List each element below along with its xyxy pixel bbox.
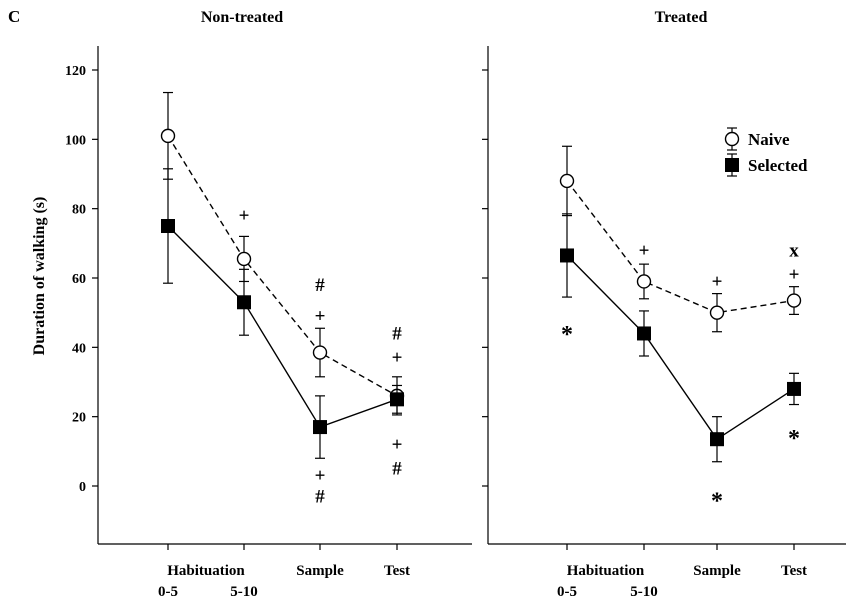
significance-mark: * [561,322,573,348]
significance-mark: + [712,271,723,292]
significance-mark: # [315,486,325,507]
x-tick-label: 0-5 [557,584,577,600]
significance-mark: # [392,459,402,480]
legend-marker-selected [725,158,739,172]
data-point-naive [786,293,802,308]
y-tick-label: 40 [72,341,86,356]
x-category-label: Habituation [167,563,245,579]
chart-title: Treated [655,9,708,26]
y-tick-label: 100 [65,133,86,148]
significance-mark: + [315,466,326,487]
significance-mark: + [392,348,403,369]
data-point-selected [390,392,404,407]
data-point-selected [710,432,724,447]
legend-marker-naive [724,131,740,147]
x-tick-label: 5-10 [630,584,658,600]
significance-mark: + [392,434,403,455]
data-point-naive [559,173,575,189]
y-tick-label: 60 [72,272,86,287]
series-line-selected [566,254,795,441]
significance-mark: # [392,323,402,344]
significance-mark: * [711,488,723,514]
x-category-label: Test [384,563,410,579]
y-tick-label: 120 [65,64,86,79]
significance-mark: + [639,240,650,261]
x-tick-label: 5-10 [230,584,258,600]
chart-title: Non-treated [201,9,283,26]
significance-mark: + [789,265,800,286]
data-point-naive [636,274,652,289]
data-point-selected [313,420,327,435]
y-tick-label: 20 [72,411,86,426]
data-point-selected [161,219,175,233]
x-category-label: Test [781,563,807,579]
x-category-label: Sample [693,563,741,579]
data-point-selected [560,248,574,263]
series-line-selected [167,225,398,428]
legend-label-selected: Selected [748,156,808,175]
legend: Naive Selected [724,127,808,177]
data-point-selected [787,381,801,396]
data-point-naive [709,305,725,320]
significance-mark: + [315,306,326,327]
x-category-label: Habituation [567,563,645,579]
y-axis-label: Duration of walking (s) [31,197,48,356]
data-point-selected [637,326,651,341]
y-tick-label: 80 [72,203,86,218]
significance-mark: x [789,240,799,261]
series-line-naive [167,135,398,397]
significance-mark: + [239,206,250,227]
panel-non-treated: Non-treated 0 20 40 60 80 100 120 Habituation 0-5… [65,9,472,600]
legend-label-naive: Naive [748,130,790,149]
x-category-label: Sample [296,563,344,579]
significance-mark: # [315,275,325,296]
data-point-naive [236,251,252,267]
y-tick-label: 0 [79,480,86,495]
series-line-naive [566,180,795,314]
data-point-selected [237,295,251,310]
panel-label: C [8,7,20,26]
significance-mark: * [788,426,800,452]
panel-treated: Treated Habituation 0-5 5-10 Sample Test + + x + *… [482,9,846,600]
data-point-naive [312,345,328,360]
data-point-naive [160,128,176,144]
x-tick-label: 0-5 [158,584,178,600]
